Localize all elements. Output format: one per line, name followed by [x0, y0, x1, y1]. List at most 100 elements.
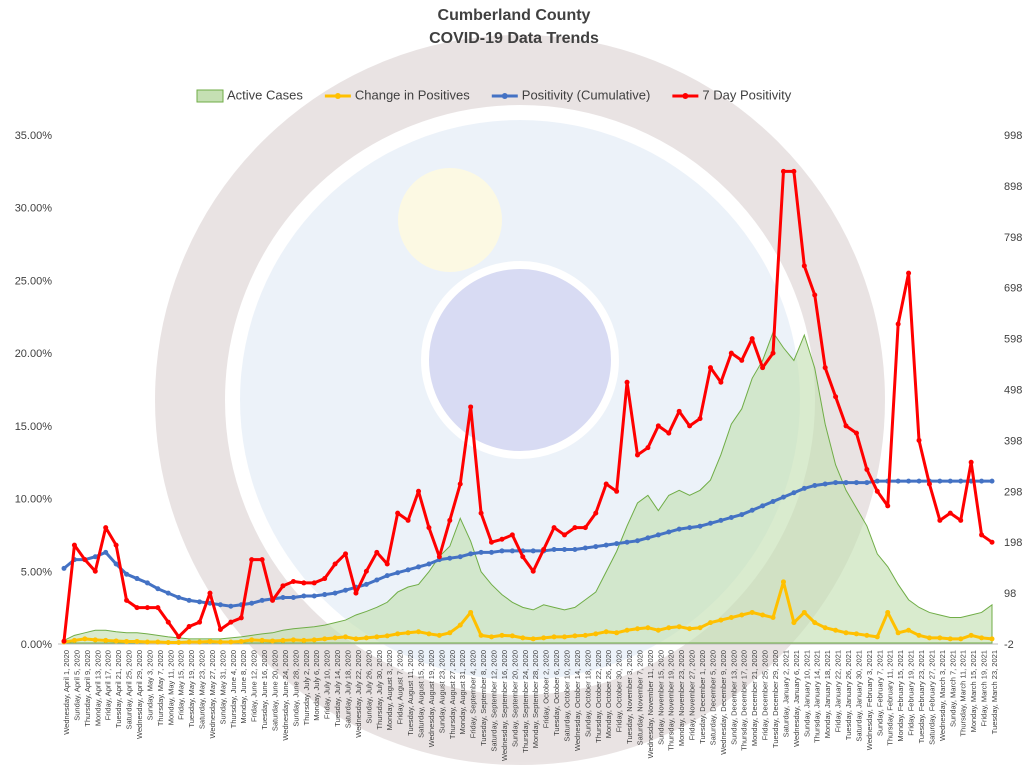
- point: [895, 478, 901, 484]
- point: [989, 636, 995, 642]
- point: [61, 638, 67, 644]
- point: [749, 507, 755, 513]
- point: [270, 597, 276, 603]
- point: [958, 478, 964, 484]
- point: [561, 532, 567, 538]
- point: [92, 637, 98, 643]
- point: [853, 480, 859, 486]
- x-tick-label: Monday, May 11, 2020: [166, 650, 175, 725]
- point: [71, 542, 77, 548]
- point: [478, 510, 484, 516]
- x-tick-label: Thursday, July 30, 2020: [375, 650, 384, 730]
- x-tick-label: Thursday, November 19, 2020: [667, 650, 676, 751]
- point: [113, 638, 119, 644]
- point: [228, 619, 234, 625]
- x-tick-label: Saturday, February 27, 2021: [927, 650, 936, 745]
- point: [238, 615, 244, 621]
- point: [937, 635, 943, 641]
- point: [937, 517, 943, 523]
- x-tick-label: Wednesday, September 16, 2020: [500, 650, 509, 761]
- point: [687, 525, 693, 531]
- point: [426, 525, 432, 531]
- point: [718, 517, 724, 523]
- point: [499, 632, 505, 638]
- x-tick-label: Wednesday, July 22, 2020: [354, 650, 363, 738]
- point: [228, 639, 234, 645]
- x-tick-label: Thursday, January 14, 2021: [813, 650, 822, 743]
- point: [780, 579, 786, 585]
- y2-tick-label: 998: [1004, 130, 1022, 142]
- point: [92, 554, 98, 560]
- point: [520, 635, 526, 641]
- y-tick-label: 10.00%: [15, 494, 53, 506]
- point: [155, 586, 161, 592]
- point: [228, 603, 234, 609]
- x-tick-label: Wednesday, October 14, 2020: [573, 650, 582, 751]
- watermark: [155, 35, 885, 765]
- point: [707, 520, 713, 526]
- point: [144, 605, 150, 611]
- point: [634, 452, 640, 458]
- point: [353, 636, 359, 642]
- point: [124, 571, 130, 577]
- x-tick-label: Friday, December 25, 2020: [761, 650, 770, 740]
- point: [916, 437, 922, 443]
- point: [416, 564, 422, 570]
- point: [186, 624, 192, 630]
- point: [509, 548, 515, 554]
- point: [551, 634, 557, 640]
- x-tick-label: Monday, June 8, 2020: [239, 650, 248, 724]
- point: [853, 430, 859, 436]
- x-tick-label: Saturday, April 25, 2020: [125, 650, 134, 730]
- y-tick-label: 35.00%: [15, 130, 53, 142]
- x-tick-label: Friday, October 2, 2020: [542, 650, 551, 728]
- point: [290, 637, 296, 643]
- point: [666, 529, 672, 535]
- point: [186, 597, 192, 603]
- point: [478, 549, 484, 555]
- point: [582, 632, 588, 638]
- point: [624, 627, 630, 633]
- point: [645, 445, 651, 451]
- x-tick-label: Friday, August 7, 2020: [396, 650, 405, 725]
- point: [624, 539, 630, 545]
- point: [249, 557, 255, 563]
- point: [843, 423, 849, 429]
- point: [749, 609, 755, 615]
- legend-label: Change in Positives: [355, 87, 470, 102]
- point: [561, 546, 567, 552]
- x-tick-label: Saturday, July 18, 2020: [344, 650, 353, 728]
- x-tick-label: Monday, December 21, 2020: [750, 650, 759, 746]
- x-tick-label: Friday, September 4, 2020: [469, 650, 478, 738]
- point: [728, 514, 734, 520]
- point: [666, 625, 672, 631]
- point: [707, 620, 713, 626]
- point: [791, 168, 797, 174]
- point: [155, 639, 161, 645]
- x-tick-label: Wednesday, November 11, 2020: [646, 650, 655, 758]
- legend: Active Cases Change in Positives Positivit…: [196, 87, 792, 103]
- x-tick-label: Monday, July 6, 2020: [312, 650, 321, 721]
- x-tick-label: Sunday, March 7, 2021: [948, 650, 957, 727]
- x-tick-label: Friday, July 10, 2020: [323, 650, 332, 719]
- point: [530, 548, 536, 554]
- point: [238, 638, 244, 644]
- point: [979, 532, 985, 538]
- point: [718, 379, 724, 385]
- point: [770, 350, 776, 356]
- point: [655, 423, 661, 429]
- point: [280, 583, 286, 589]
- point: [82, 636, 88, 642]
- x-tick-label: Friday, January 22, 2021: [834, 650, 843, 732]
- point: [572, 633, 578, 639]
- point: [124, 597, 130, 603]
- x-tick-label: Saturday, August 15, 2020: [417, 650, 426, 738]
- point: [165, 590, 171, 596]
- x-tick-label: Saturday, January 30, 2021: [854, 650, 863, 742]
- point: [947, 510, 953, 516]
- point: [906, 627, 912, 633]
- point: [144, 580, 150, 586]
- point: [812, 482, 818, 488]
- point: [134, 638, 140, 644]
